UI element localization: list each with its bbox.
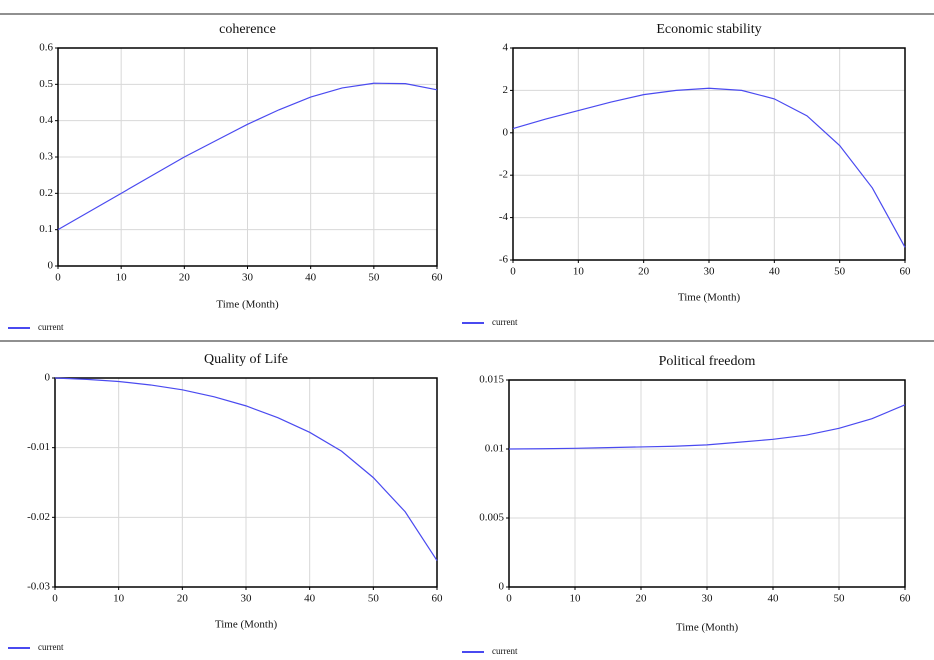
x-tick-label: 30 [704,266,716,278]
x-tick-label: 10 [113,593,125,605]
y-tick-label: 0.005 [479,512,504,524]
x-tick-label: 50 [834,593,846,605]
x-axis-label: Time (Month) [216,299,279,311]
data-line [54,377,438,561]
y-tick-label: -0.03 [27,581,50,593]
x-tick-label: 50 [834,266,846,278]
y-tick-label: 0.5 [39,78,53,90]
x-tick-label: 30 [702,593,714,605]
y-tick-label: -2 [499,169,508,181]
x-tick-label: 20 [636,593,648,605]
legend-label: current [492,646,518,656]
x-tick-label: 40 [768,593,780,605]
x-tick-label: 10 [116,272,128,284]
legend-label: current [38,322,64,332]
chart-title: Political freedom [659,354,756,369]
y-tick-label: 0 [503,126,509,138]
y-tick-label: 0 [45,372,51,384]
y-tick-label: 0.015 [479,374,504,386]
chart-title: Quality of Life [204,352,288,367]
y-tick-label: 0.1 [39,223,53,235]
x-tick-label: 20 [177,593,189,605]
y-tick-label: 4 [503,42,509,54]
x-tick-label: 60 [432,593,444,605]
plot-frame [508,379,906,588]
x-axis-label: Time (Month) [215,619,278,631]
x-tick-label: 10 [570,593,582,605]
y-tick-label: 0.6 [39,42,53,54]
plot-frame [512,47,906,261]
x-tick-label: 0 [510,266,516,278]
chart-title: Economic stability [656,22,761,37]
x-tick-label: 20 [638,266,650,278]
y-tick-label: -4 [499,211,509,223]
data-line [512,87,906,248]
y-tick-label: 0 [499,581,505,593]
data-line [57,82,438,231]
x-tick-label: 0 [506,593,512,605]
x-tick-label: 30 [242,272,254,284]
x-tick-label: 50 [368,593,380,605]
x-axis-label: Time (Month) [676,622,739,634]
x-tick-label: 0 [55,272,61,284]
x-tick-label: 40 [769,266,781,278]
x-axis-label: Time (Month) [678,292,741,304]
plot-frame [54,377,438,588]
x-tick-label: 20 [179,272,191,284]
y-tick-label: -0.01 [27,441,50,453]
x-tick-label: 0 [52,593,58,605]
y-tick-label: -0.02 [27,511,50,523]
x-tick-label: 60 [432,272,444,284]
x-tick-label: 10 [573,266,585,278]
y-tick-label: 0.2 [39,187,53,199]
y-tick-label: 0.3 [39,151,53,163]
x-tick-label: 40 [304,593,316,605]
x-tick-label: 60 [900,593,912,605]
legend-label: current [38,642,64,652]
data-line [508,404,906,450]
x-tick-label: 50 [368,272,380,284]
y-tick-label: 0.01 [485,443,504,455]
x-tick-label: 60 [900,266,912,278]
x-tick-label: 30 [241,593,253,605]
legend-label: current [492,317,518,327]
plot-frame [57,47,438,267]
x-tick-label: 40 [305,272,317,284]
y-tick-label: -6 [499,254,509,266]
y-tick-label: 0 [48,260,54,272]
y-tick-label: 0.4 [39,114,53,126]
y-tick-label: 2 [503,84,509,96]
chart-title: coherence [219,22,276,37]
